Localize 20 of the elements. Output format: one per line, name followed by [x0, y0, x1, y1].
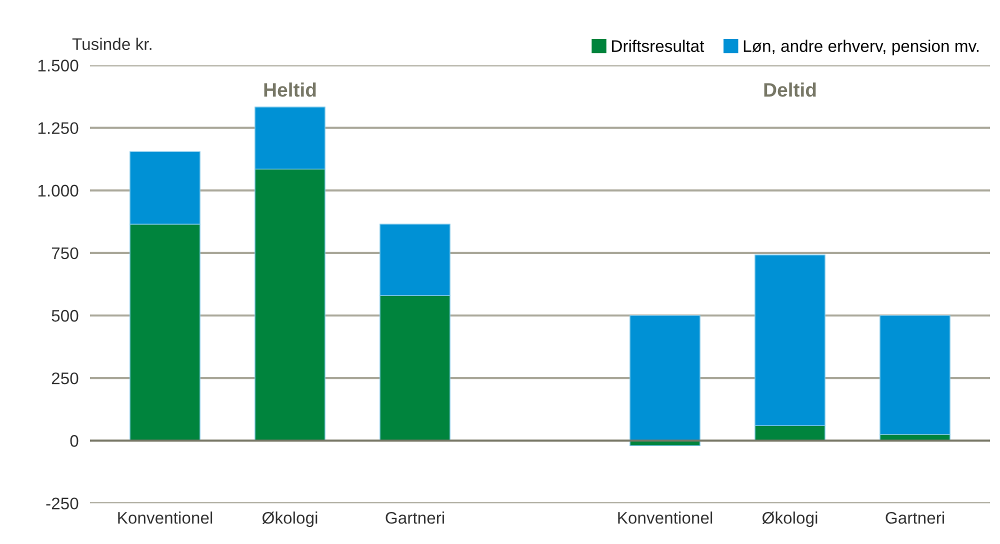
- legend-label: Løn, andre erhverv, pension mv.: [744, 40, 978, 56]
- y-axis-title: Tusinde kr.: [72, 38, 152, 50]
- x-tick-label: Gartneri: [886, 512, 944, 524]
- y-tick-label: 1.500: [38, 60, 78, 72]
- x-tick-label: Økologi: [262, 512, 318, 528]
- y-tick-label: 750: [52, 247, 78, 260]
- y-tick-label: -250: [46, 498, 78, 510]
- y-tick-label: 1.000: [38, 184, 78, 197]
- annotation: Deltid: [764, 82, 816, 97]
- x-tick-label: Gartneri: [386, 512, 444, 524]
- x-tick-label: Konventionel: [118, 512, 212, 524]
- y-tick-label: 0: [70, 435, 78, 447]
- y-tick-label: 1.250: [38, 122, 78, 134]
- x-tick-label: Økologi: [762, 512, 818, 528]
- x-tick-label: Konventionel: [618, 512, 712, 524]
- legend-label: Driftsresultat: [612, 40, 704, 52]
- annotation: Heltid: [264, 82, 316, 97]
- bar: [630, 315, 700, 442]
- y-tick-label: 500: [52, 310, 78, 322]
- y-tick-label: 250: [52, 372, 78, 384]
